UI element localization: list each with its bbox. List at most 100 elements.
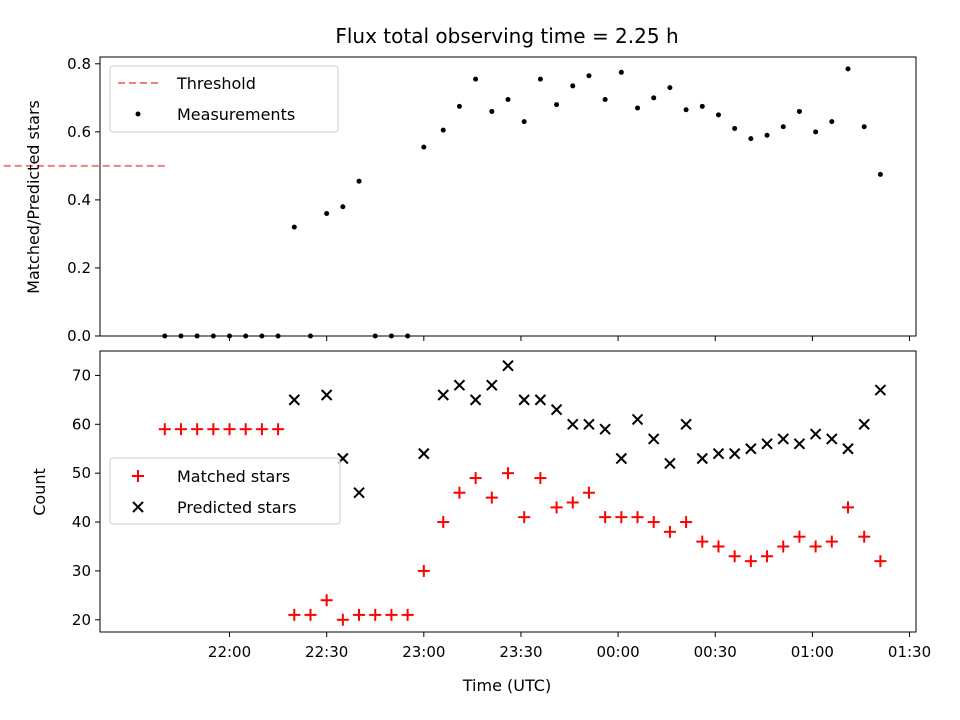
predicted-point bbox=[842, 443, 854, 455]
bottom-frame bbox=[99, 350, 917, 633]
measurement-point bbox=[796, 108, 802, 114]
predicted-point bbox=[615, 452, 628, 465]
predicted-point bbox=[320, 389, 333, 401]
measurement-point bbox=[554, 102, 560, 108]
top-y-tick-label: 0.2 bbox=[67, 259, 91, 277]
measurement-point bbox=[473, 76, 479, 82]
matched-point bbox=[631, 511, 644, 524]
measurement-point bbox=[356, 178, 362, 184]
measurement-point bbox=[861, 124, 867, 130]
measurement-point bbox=[505, 97, 511, 103]
measurement-point bbox=[602, 97, 608, 103]
matched-point bbox=[336, 613, 349, 626]
measurement-point bbox=[421, 144, 427, 150]
legend-predicted-swatch bbox=[132, 501, 144, 513]
matched-point bbox=[663, 525, 676, 538]
matched-point bbox=[453, 486, 466, 499]
chart-title: Flux total observing time = 2.25 h bbox=[335, 24, 678, 48]
predicted-point bbox=[453, 379, 466, 391]
matched-point bbox=[599, 511, 612, 524]
measurement-point bbox=[456, 103, 462, 109]
matched-point bbox=[825, 535, 838, 548]
predicted-point bbox=[793, 438, 806, 450]
matched-point bbox=[647, 516, 660, 529]
matched-point bbox=[304, 608, 317, 621]
bottom-ylabel: Count bbox=[30, 468, 49, 516]
matched-point bbox=[712, 540, 725, 553]
predicted-point bbox=[418, 447, 430, 460]
x-tick-label: 01:30 bbox=[888, 643, 931, 661]
predicted-point bbox=[550, 403, 563, 416]
measurement-point bbox=[813, 129, 819, 135]
legend-threshold-label: Threshold bbox=[176, 74, 256, 93]
measurement-point bbox=[340, 204, 346, 210]
bottom-legend: Matched stars Predicted stars bbox=[109, 457, 341, 525]
matched-point bbox=[272, 423, 285, 436]
measurement-point bbox=[748, 136, 754, 142]
predicted-point bbox=[486, 379, 498, 391]
measurement-point bbox=[618, 69, 624, 75]
bottom-y-tick-label: 50 bbox=[72, 464, 91, 482]
measurement-point bbox=[764, 132, 770, 138]
bottom-y-tick-label: 70 bbox=[72, 366, 91, 384]
x-tick-label: 01:00 bbox=[791, 643, 834, 661]
measurement-point bbox=[699, 103, 705, 109]
top-panel: 0.00.20.40.60.8 Matched/Predicted stars … bbox=[0, 55, 917, 345]
legend-measurement-swatch bbox=[135, 111, 141, 117]
matched-point bbox=[518, 511, 531, 524]
bottom-legend-box bbox=[109, 457, 341, 525]
matched-point bbox=[255, 423, 268, 436]
matched-point bbox=[566, 496, 579, 509]
x-tick-label: 00:00 bbox=[596, 643, 639, 661]
measurement-point bbox=[829, 119, 835, 125]
predicted-point bbox=[826, 433, 838, 445]
measurement-point bbox=[586, 73, 592, 79]
xlabel: Time (UTC) bbox=[462, 676, 551, 695]
top-y-tick-label: 0.8 bbox=[67, 55, 91, 73]
matched-point bbox=[696, 535, 709, 548]
matched-point bbox=[469, 472, 482, 485]
measurement-point bbox=[715, 112, 721, 118]
top-y-tick-label: 0.4 bbox=[67, 191, 91, 209]
predicted-point bbox=[777, 433, 789, 445]
matched-point bbox=[207, 423, 220, 436]
x-tick-label: 23:30 bbox=[499, 643, 542, 661]
matched-point bbox=[320, 594, 333, 607]
legend-matched-label: Matched stars bbox=[177, 467, 290, 486]
matched-point bbox=[353, 608, 366, 621]
measurement-point bbox=[667, 85, 673, 91]
matched-point bbox=[728, 550, 741, 563]
top-legend-box bbox=[109, 65, 339, 133]
matched-point bbox=[485, 491, 498, 504]
top-axes: 0.0 0.2 0.4 0.6 0.8 bbox=[67, 55, 911, 345]
top-y-tick-label: 0.6 bbox=[67, 123, 91, 141]
predicted-point bbox=[469, 394, 482, 406]
x-tick-label: 00:30 bbox=[694, 643, 737, 661]
predicted-point bbox=[680, 418, 692, 431]
predicted-point bbox=[712, 447, 725, 460]
predicted-point bbox=[809, 428, 822, 440]
predicted-point bbox=[353, 487, 365, 499]
matched-point bbox=[239, 423, 252, 436]
measurement-point bbox=[440, 127, 446, 133]
predicted-point bbox=[437, 389, 449, 401]
matched-point bbox=[385, 608, 398, 621]
measurement-point bbox=[651, 95, 657, 101]
matched-point bbox=[842, 501, 854, 514]
bottom-panel: 22:00 22:30 23:00 23:30 00:00 00:30 01:00 01:30… bbox=[30, 350, 931, 695]
matched-point bbox=[744, 555, 757, 568]
matched-point bbox=[777, 540, 790, 553]
matched-point bbox=[401, 608, 414, 621]
predicted-point bbox=[664, 457, 676, 470]
measurement-point bbox=[537, 76, 543, 82]
top-frame bbox=[99, 56, 917, 337]
legend-predicted-label: Predicted stars bbox=[177, 498, 297, 517]
bottom-axes: 22:00 22:30 23:00 23:30 00:00 00:30 01:00 01:30… bbox=[72, 366, 931, 661]
predicted-point bbox=[858, 418, 870, 431]
measurement-point bbox=[489, 108, 495, 114]
bottom-y-tick-label: 40 bbox=[72, 513, 91, 531]
x-tick-label: 22:00 bbox=[208, 643, 251, 661]
predicted-point bbox=[567, 418, 579, 431]
predicted-point bbox=[502, 359, 514, 372]
